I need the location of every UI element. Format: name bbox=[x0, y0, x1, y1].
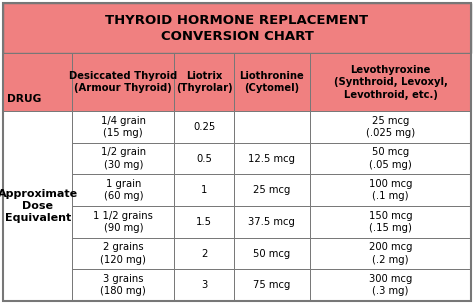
Text: 1: 1 bbox=[201, 185, 207, 195]
Bar bbox=[174, 111, 234, 143]
Bar bbox=[3, 238, 72, 269]
Text: 0.5: 0.5 bbox=[196, 154, 212, 164]
Bar bbox=[174, 53, 234, 111]
Bar bbox=[174, 143, 234, 174]
Bar bbox=[234, 269, 310, 301]
Bar bbox=[174, 238, 234, 269]
Text: 1/2 grain
(30 mg): 1/2 grain (30 mg) bbox=[100, 147, 146, 170]
Text: 100 mcg
(.1 mg): 100 mcg (.1 mg) bbox=[369, 179, 412, 202]
Text: 50 mcg: 50 mcg bbox=[253, 249, 291, 258]
Text: 37.5 mcg: 37.5 mcg bbox=[248, 217, 295, 227]
Text: 1 1/2 grains
(90 mg): 1 1/2 grains (90 mg) bbox=[93, 211, 153, 233]
Text: 75 mcg: 75 mcg bbox=[253, 280, 291, 290]
Bar bbox=[3, 269, 72, 301]
Text: 2 grains
(120 mg): 2 grains (120 mg) bbox=[100, 242, 146, 265]
Text: 150 mcg
(.15 mg): 150 mcg (.15 mg) bbox=[369, 211, 412, 233]
Text: Desiccated Thyroid
(Armour Thyroid): Desiccated Thyroid (Armour Thyroid) bbox=[69, 71, 177, 93]
Bar bbox=[72, 143, 174, 174]
Text: 25 mcg
(.025 mg): 25 mcg (.025 mg) bbox=[366, 116, 415, 138]
Text: 1.5: 1.5 bbox=[196, 217, 212, 227]
Text: 25 mcg: 25 mcg bbox=[253, 185, 291, 195]
Bar bbox=[174, 269, 234, 301]
Bar bbox=[3, 143, 72, 174]
Text: 1/4 grain
(15 mg): 1/4 grain (15 mg) bbox=[101, 116, 146, 138]
Text: 2: 2 bbox=[201, 249, 207, 258]
Bar bbox=[72, 238, 174, 269]
Bar bbox=[310, 206, 471, 238]
Text: Liotrix
(Thyrolar): Liotrix (Thyrolar) bbox=[176, 71, 232, 93]
Bar bbox=[310, 269, 471, 301]
Bar bbox=[234, 143, 310, 174]
Bar bbox=[3, 174, 72, 206]
Text: 1 grain
(60 mg): 1 grain (60 mg) bbox=[103, 179, 143, 202]
Bar bbox=[234, 238, 310, 269]
Bar bbox=[310, 53, 471, 111]
Bar bbox=[72, 111, 174, 143]
Bar bbox=[174, 174, 234, 206]
Bar bbox=[3, 111, 72, 143]
Bar bbox=[310, 143, 471, 174]
Bar bbox=[72, 269, 174, 301]
Bar bbox=[174, 206, 234, 238]
Text: 12.5 mcg: 12.5 mcg bbox=[248, 154, 295, 164]
Text: Liothronine
(Cytomel): Liothronine (Cytomel) bbox=[239, 71, 304, 93]
Bar bbox=[234, 174, 310, 206]
Bar bbox=[3, 3, 471, 53]
Bar bbox=[234, 53, 310, 111]
Bar bbox=[234, 206, 310, 238]
Text: THYROID HORMONE REPLACEMENT
CONVERSION CHART: THYROID HORMONE REPLACEMENT CONVERSION C… bbox=[105, 14, 369, 43]
Text: Levothyroxine
(Synthroid, Levoxyl,
Levothroid, etc.): Levothyroxine (Synthroid, Levoxyl, Levot… bbox=[334, 65, 447, 99]
Bar bbox=[3, 53, 72, 111]
Text: 3 grains
(180 mg): 3 grains (180 mg) bbox=[100, 274, 146, 296]
Bar bbox=[72, 206, 174, 238]
Text: 300 mcg
(.3 mg): 300 mcg (.3 mg) bbox=[369, 274, 412, 296]
Text: 3: 3 bbox=[201, 280, 207, 290]
Text: Approximate
Dose
Equivalent: Approximate Dose Equivalent bbox=[0, 189, 78, 223]
Bar bbox=[310, 238, 471, 269]
Text: DRUG: DRUG bbox=[7, 94, 41, 104]
Bar bbox=[234, 111, 310, 143]
Bar bbox=[72, 174, 174, 206]
Bar bbox=[3, 206, 72, 238]
Text: 200 mcg
(.2 mg): 200 mcg (.2 mg) bbox=[369, 242, 412, 265]
Bar bbox=[310, 174, 471, 206]
Text: 50 mcg
(.05 mg): 50 mcg (.05 mg) bbox=[369, 147, 412, 170]
Text: 0.25: 0.25 bbox=[193, 122, 215, 132]
Bar bbox=[3, 111, 72, 301]
Bar bbox=[72, 53, 174, 111]
Bar bbox=[310, 111, 471, 143]
